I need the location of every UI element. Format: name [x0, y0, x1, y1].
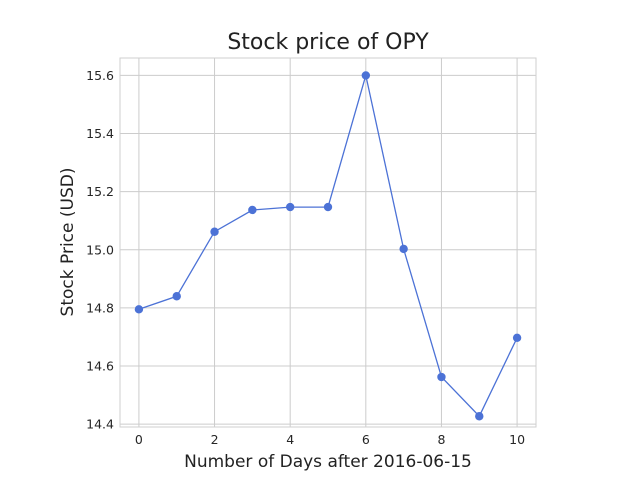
data-point [512, 333, 522, 343]
x-axis-ticks: 0 2 4 6 8 10 [135, 432, 525, 447]
grid [120, 58, 536, 427]
y-tick-label: 15.0 [86, 242, 114, 257]
data-point [134, 305, 144, 314]
data-point [361, 71, 371, 80]
y-tick-label: 15.2 [86, 184, 114, 199]
y-tick-label: 14.8 [86, 300, 114, 315]
y-tick-label: 15.6 [86, 68, 114, 83]
y-axis-ticks: 14.4 14.6 14.8 15.0 15.2 15.4 15.6 [86, 68, 114, 432]
x-tick-label: 6 [362, 432, 370, 447]
data-point [475, 412, 484, 421]
chart-title: Stock price of OPY [227, 30, 429, 55]
x-tick-label: 2 [211, 432, 219, 447]
data-point [210, 227, 219, 236]
data-point [437, 372, 446, 382]
data-point [399, 244, 408, 254]
x-tick-label: 4 [286, 432, 294, 447]
y-axis-label: Stock Price (USD) [58, 168, 78, 317]
series-line [138, 75, 518, 418]
data-point [248, 205, 257, 215]
data-point [285, 202, 295, 212]
data-point [323, 202, 333, 212]
x-tick-label: 0 [135, 432, 143, 447]
series-layer [134, 71, 522, 421]
x-axis-label: Number of Days after 2016-06-15 [184, 452, 472, 472]
y-tick-label: 14.6 [86, 358, 114, 373]
data-point [172, 292, 181, 301]
x-tick-label: 10 [509, 432, 525, 447]
y-tick-label: 15.4 [86, 126, 114, 141]
x-tick-label: 8 [437, 432, 445, 447]
plot-frame [119, 57, 537, 428]
y-tick-label: 14.4 [86, 417, 114, 432]
